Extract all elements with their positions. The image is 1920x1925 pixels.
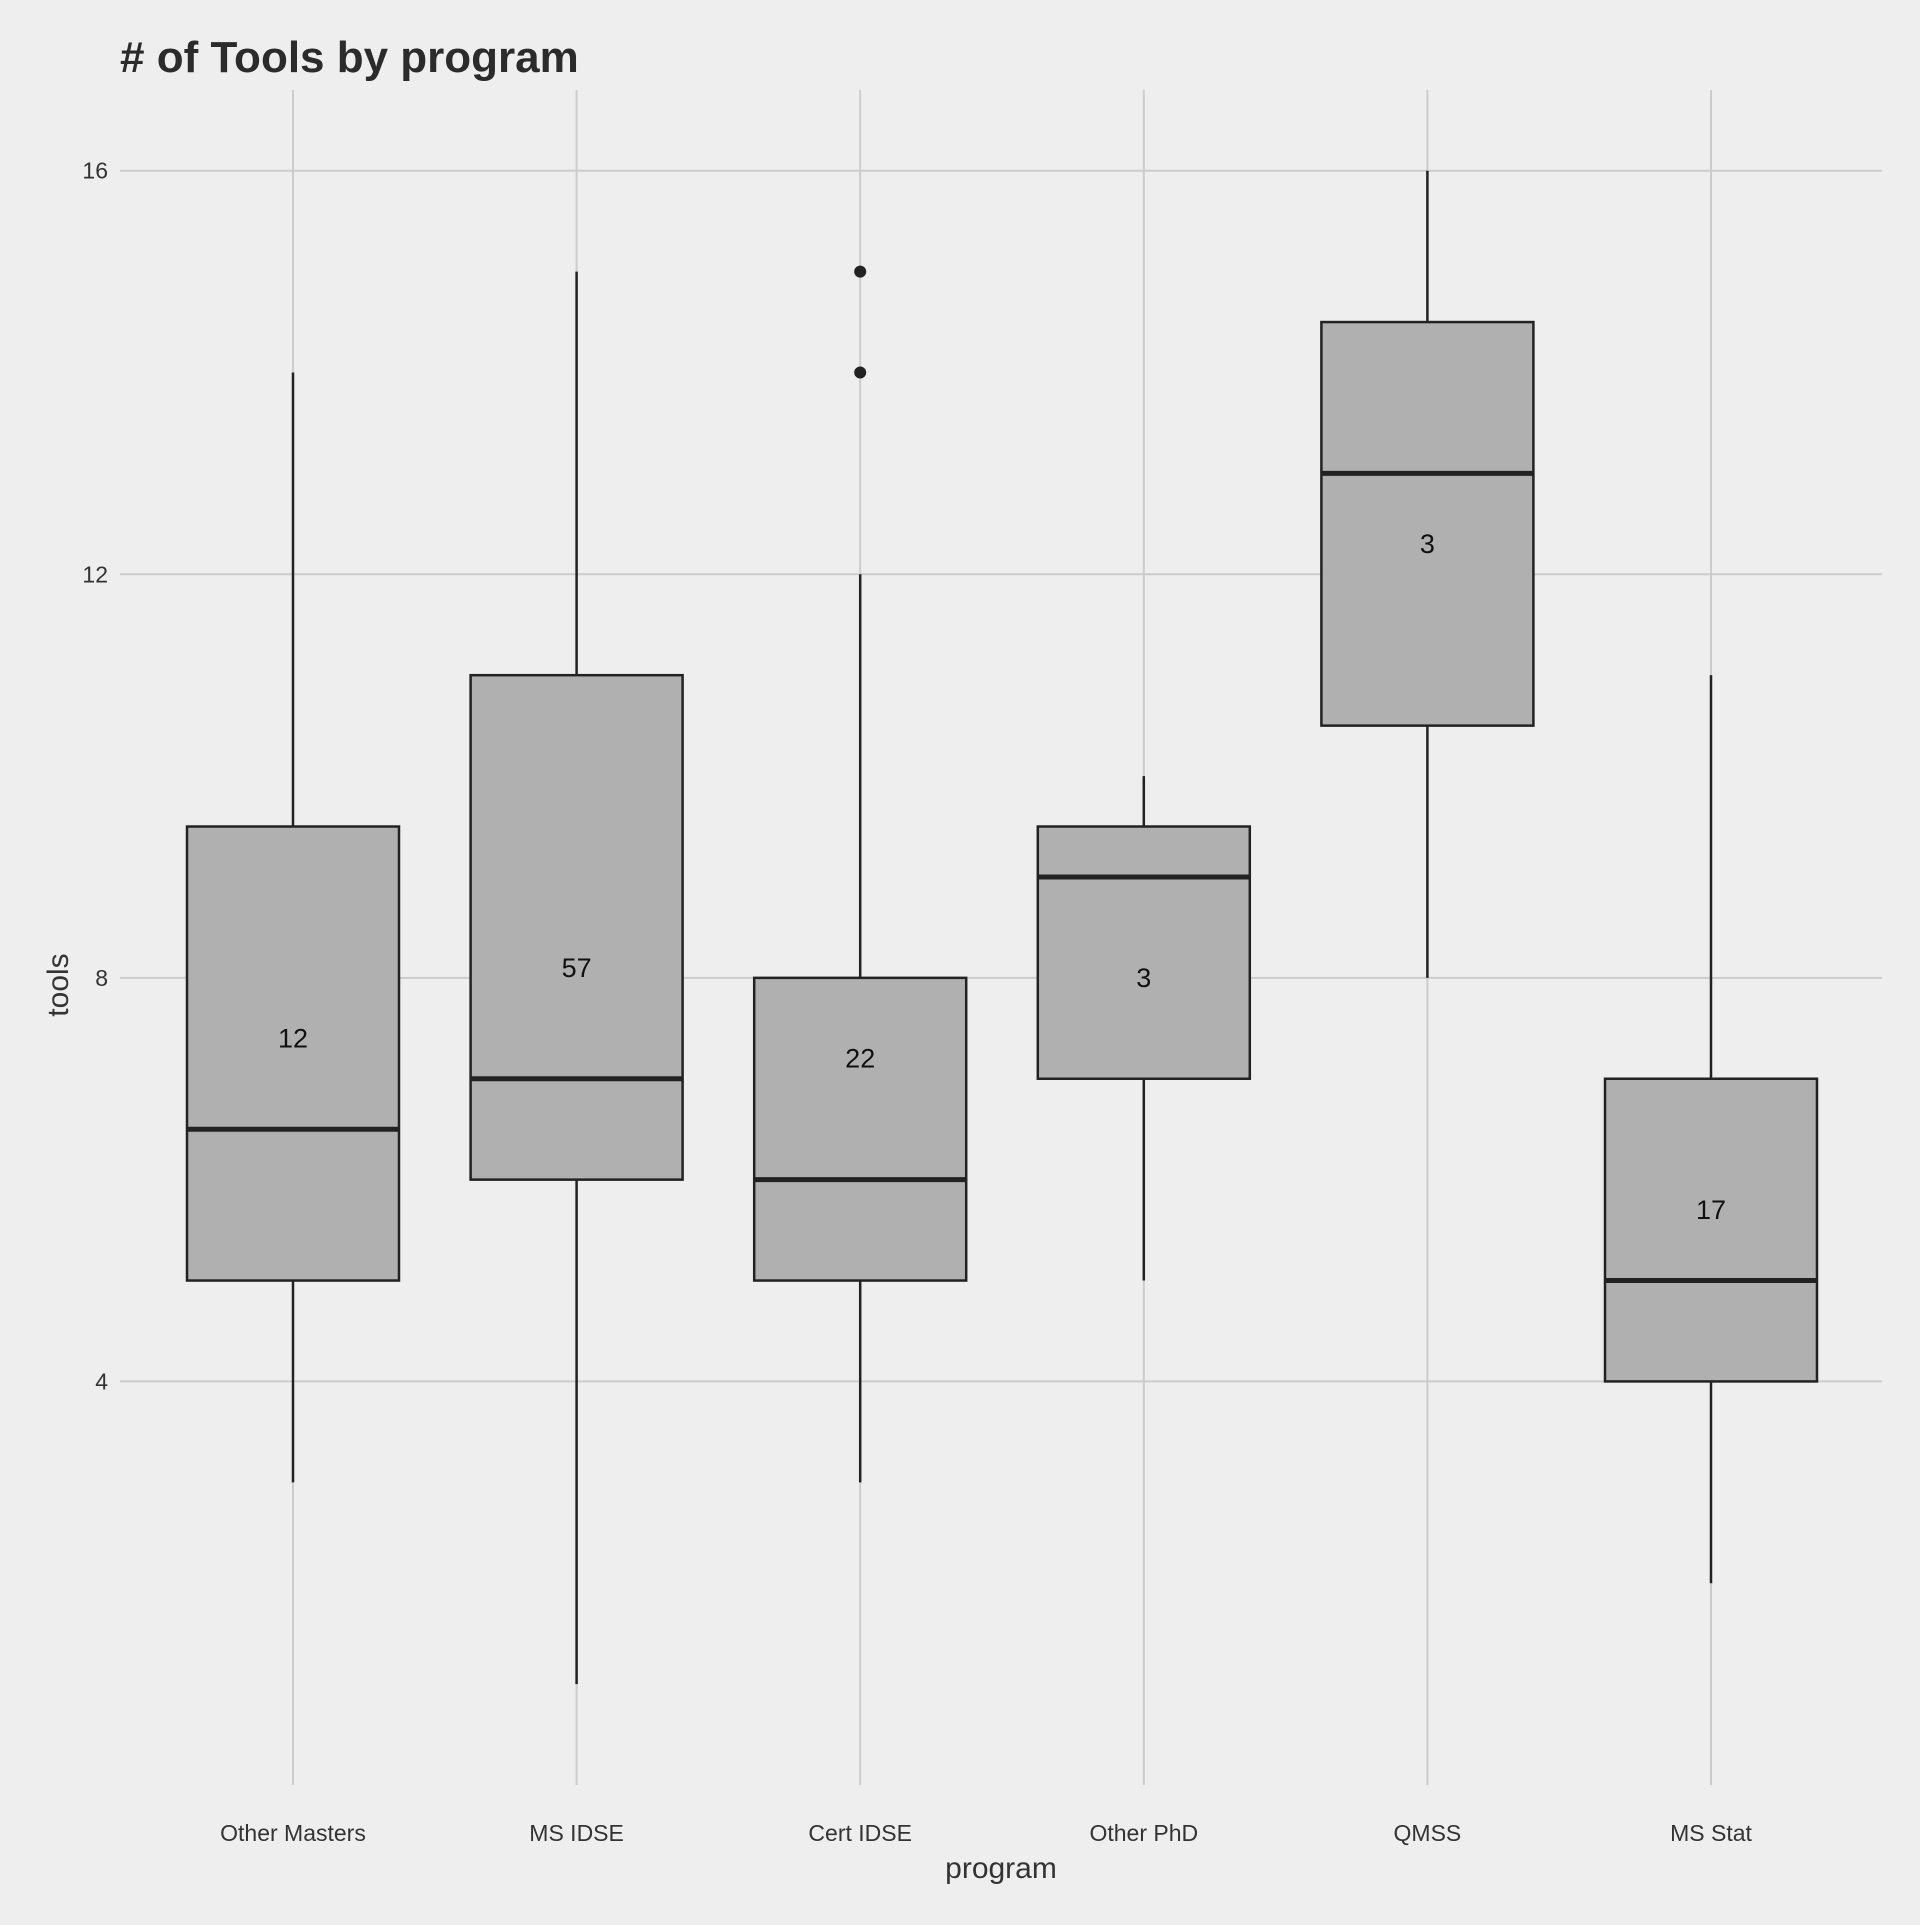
iqr-box	[1036, 825, 1252, 1081]
box-other-masters: 12	[185, 372, 401, 1483]
x-tick-label: Other PhD	[1089, 1820, 1198, 1846]
chart-title: # of Tools by program	[120, 33, 579, 82]
y-tick-label: 4	[95, 1368, 108, 1394]
x-tick-label: Cert IDSE	[808, 1820, 912, 1846]
y-tick-label: 8	[95, 965, 108, 991]
box-qmss: 3	[1320, 170, 1535, 978]
y-axis-label: tools	[42, 953, 75, 1016]
count-label: 12	[278, 1023, 308, 1053]
box-other-phd: 3	[1036, 776, 1252, 1281]
x-tick-label: QMSS	[1394, 1820, 1462, 1846]
count-label: 22	[845, 1044, 875, 1074]
y-tick-label: 16	[82, 158, 108, 184]
tick-layer: 4 8 12 16 Other Masters MS IDSE Cert IDSE Other…	[82, 158, 1752, 1846]
count-label: 3	[1136, 963, 1151, 993]
outlier-point	[854, 366, 867, 379]
iqr-box	[1603, 1077, 1819, 1383]
box-ms-stat: 17	[1603, 675, 1819, 1584]
iqr-box	[752, 976, 968, 1282]
count-label: 17	[1696, 1195, 1726, 1225]
x-tick-label: Other Masters	[220, 1820, 366, 1846]
y-tick-label: 12	[82, 561, 108, 587]
x-tick-label: MS IDSE	[529, 1820, 624, 1846]
box-layer: 12 57 22 3 3 17	[185, 170, 1819, 1685]
iqr-box	[469, 673, 684, 1181]
box-cert-idse: 22	[752, 265, 968, 1483]
outlier-point	[854, 265, 867, 278]
iqr-box	[185, 825, 401, 1282]
x-axis-label: program	[945, 1852, 1057, 1885]
iqr-box	[1320, 320, 1535, 727]
count-label: 3	[1420, 529, 1435, 559]
x-tick-label: MS Stat	[1670, 1820, 1752, 1846]
count-label: 57	[562, 953, 592, 983]
box-ms-idse: 57	[469, 271, 684, 1685]
